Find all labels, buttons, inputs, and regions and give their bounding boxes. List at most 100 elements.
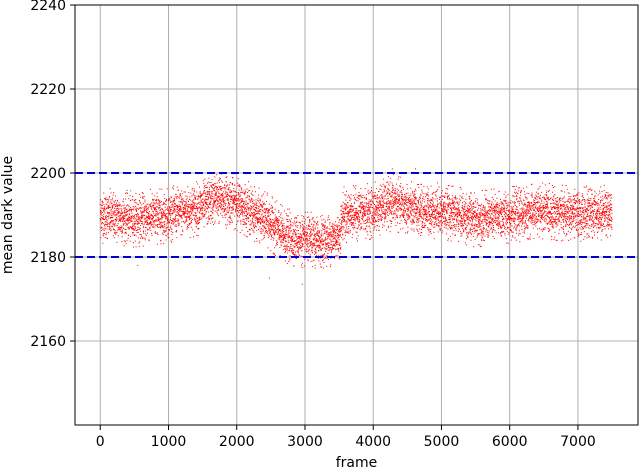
data-point bbox=[391, 191, 393, 193]
data-point bbox=[370, 235, 372, 237]
data-point bbox=[373, 229, 375, 231]
data-point bbox=[158, 200, 160, 202]
data-point bbox=[421, 216, 423, 218]
data-point bbox=[368, 202, 370, 204]
data-point bbox=[386, 200, 388, 202]
data-point bbox=[136, 229, 138, 231]
data-point bbox=[103, 210, 105, 212]
data-point bbox=[318, 255, 320, 257]
data-point bbox=[407, 201, 409, 203]
data-point bbox=[341, 219, 343, 221]
data-point bbox=[436, 200, 438, 202]
data-point bbox=[262, 219, 264, 221]
data-point bbox=[237, 203, 239, 205]
data-point bbox=[250, 186, 252, 188]
data-point bbox=[308, 216, 310, 218]
data-point bbox=[239, 206, 241, 208]
data-point bbox=[175, 194, 177, 196]
data-point bbox=[396, 222, 398, 224]
data-point bbox=[287, 241, 289, 243]
data-point bbox=[154, 209, 156, 211]
data-point bbox=[404, 196, 406, 198]
data-point bbox=[244, 194, 246, 196]
data-point bbox=[345, 212, 347, 214]
data-point bbox=[251, 227, 253, 229]
data-point bbox=[376, 206, 378, 208]
data-point bbox=[420, 194, 422, 196]
data-point bbox=[368, 210, 370, 212]
data-point bbox=[225, 187, 227, 189]
data-point bbox=[169, 213, 171, 215]
data-point bbox=[192, 208, 194, 210]
data-point bbox=[268, 235, 270, 237]
data-point bbox=[170, 216, 172, 218]
data-point bbox=[266, 192, 268, 194]
data-point bbox=[296, 247, 298, 249]
data-point bbox=[414, 211, 416, 213]
data-point bbox=[316, 231, 318, 233]
data-point bbox=[126, 192, 128, 194]
data-point bbox=[354, 215, 356, 217]
data-point bbox=[279, 223, 281, 225]
data-point bbox=[234, 196, 236, 198]
data-point bbox=[325, 244, 327, 246]
data-point bbox=[280, 233, 282, 235]
data-point bbox=[169, 201, 171, 203]
data-point bbox=[303, 216, 305, 218]
data-point bbox=[243, 201, 245, 203]
data-point bbox=[172, 203, 174, 205]
data-point bbox=[375, 213, 377, 215]
data-point bbox=[416, 229, 418, 231]
data-point bbox=[133, 215, 135, 217]
data-point bbox=[414, 199, 416, 201]
data-point bbox=[430, 215, 432, 217]
data-point bbox=[437, 216, 439, 218]
data-point bbox=[334, 228, 336, 230]
data-point bbox=[252, 214, 254, 216]
data-point bbox=[108, 205, 110, 207]
data-point bbox=[266, 200, 268, 202]
data-point bbox=[379, 201, 381, 203]
data-point bbox=[259, 208, 261, 210]
data-point bbox=[163, 231, 165, 233]
data-point bbox=[363, 223, 365, 225]
data-point bbox=[277, 238, 279, 240]
data-point bbox=[312, 217, 314, 219]
data-point bbox=[302, 239, 304, 241]
data-point bbox=[241, 229, 243, 231]
data-point bbox=[356, 240, 358, 242]
data-point bbox=[253, 215, 255, 217]
data-point bbox=[328, 234, 330, 236]
data-point bbox=[298, 243, 300, 245]
data-point bbox=[160, 226, 162, 228]
data-point bbox=[228, 209, 230, 211]
data-point bbox=[146, 217, 148, 219]
data-point bbox=[128, 222, 130, 224]
data-point bbox=[328, 242, 330, 244]
data-point bbox=[396, 203, 398, 205]
data-point bbox=[382, 213, 384, 215]
data-point bbox=[157, 216, 159, 218]
data-point bbox=[270, 225, 272, 227]
data-point bbox=[392, 200, 394, 202]
data-point bbox=[202, 207, 204, 209]
data-point bbox=[421, 217, 423, 219]
data-point bbox=[259, 226, 261, 228]
data-point bbox=[107, 205, 109, 207]
data-point bbox=[412, 203, 414, 205]
data-point bbox=[268, 225, 270, 227]
data-point bbox=[212, 204, 214, 206]
data-point bbox=[313, 244, 315, 246]
data-point bbox=[285, 226, 287, 228]
data-point bbox=[325, 243, 327, 245]
data-point bbox=[371, 218, 373, 220]
data-point bbox=[298, 241, 300, 243]
data-point bbox=[337, 217, 339, 219]
data-point bbox=[191, 210, 193, 212]
data-point bbox=[259, 202, 261, 204]
data-point bbox=[304, 265, 306, 267]
data-point bbox=[372, 212, 374, 214]
data-point bbox=[320, 240, 322, 242]
data-point bbox=[165, 203, 167, 205]
data-point bbox=[191, 189, 193, 191]
